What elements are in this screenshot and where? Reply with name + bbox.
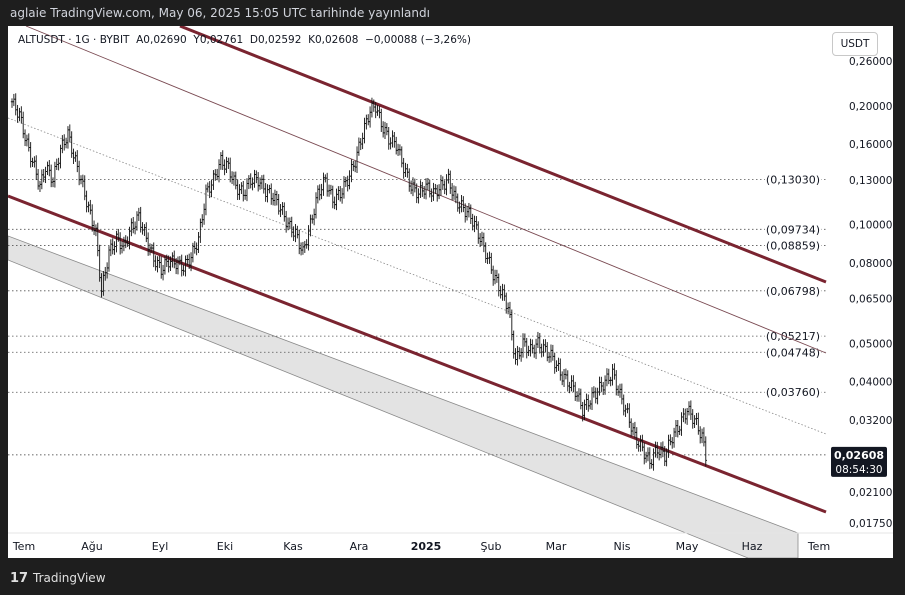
x-tick-0: Tem <box>12 540 35 553</box>
x-tick-3: Eki <box>217 540 233 553</box>
x-tick-2: Eyl <box>152 540 169 553</box>
level-label-3: (0,06798) <box>766 285 820 298</box>
price-chart[interactable]: (0,13030) (0,09734) (0,08859) (0,06798) (0,0… <box>8 26 893 558</box>
channel-upper-bold <box>179 26 827 284</box>
tradingview-logo-icon: 17 <box>10 571 29 586</box>
last-price-value: 0,02608 <box>834 449 884 462</box>
y-tick-10: 0,02100 <box>849 487 892 499</box>
x-tick-9: Nis <box>613 540 630 553</box>
y-tick-3: 0,13000 <box>849 175 892 187</box>
level-label-0: (0,13030) <box>766 173 820 186</box>
channel-midline-dotted <box>8 117 827 435</box>
y-tick-9: 0,03200 <box>849 415 892 427</box>
y-tick-5: 0,08000 <box>849 258 892 270</box>
x-tick-11: Haz <box>742 540 763 553</box>
x-tick-8: Mar <box>546 540 567 553</box>
chart-area[interactable]: (0,13030) (0,09734) (0,08859) (0,06798) (0,0… <box>8 26 893 558</box>
y-tick-6: 0,06500 <box>849 293 892 305</box>
y-tick-0: 0,26000 <box>849 56 892 68</box>
countdown-timer: 08:54:30 <box>835 464 882 476</box>
y-tick-8: 0,04000 <box>849 377 892 389</box>
x-tick-7: Şub <box>481 540 502 553</box>
symbol-legend: ALTUSDT · 1G · BYBIT A0,02690 Y0,02761 D… <box>18 34 471 46</box>
y-tick-11: 0,01750 <box>849 518 892 530</box>
x-tick-12: Tem <box>807 540 830 553</box>
x-tick-1: Ağu <box>81 540 102 553</box>
y-tick-7: 0,05000 <box>849 338 892 350</box>
y-tick-1: 0,20000 <box>849 101 892 113</box>
publish-text: aglaie TradingView.com, May 06, 2025 15:… <box>10 6 430 20</box>
tradingview-logo-text: TradingView <box>33 571 106 585</box>
publish-header: aglaie TradingView.com, May 06, 2025 15:… <box>0 0 905 26</box>
x-tick-10: May <box>676 540 699 553</box>
currency-button[interactable]: USDT <box>832 32 878 56</box>
footer: 17 TradingView <box>0 563 905 595</box>
y-tick-2: 0,16000 <box>849 139 892 151</box>
x-tick-5: Ara <box>350 540 369 553</box>
level-label-1: (0,09734) <box>766 223 820 236</box>
channel-lower-bold <box>8 194 827 514</box>
level-label-6: (0,03760) <box>766 386 820 399</box>
last-price-badge <box>831 446 887 477</box>
level-label-5: (0,04748) <box>766 346 820 359</box>
level-label-2: (0,08859) <box>766 239 820 252</box>
x-tick-6: 2025 <box>411 540 442 553</box>
y-tick-4: 0,10000 <box>849 220 892 232</box>
level-label-4: (0,05217) <box>766 330 820 343</box>
channel-shaded-band <box>8 235 799 558</box>
x-tick-4: Kas <box>283 540 303 553</box>
